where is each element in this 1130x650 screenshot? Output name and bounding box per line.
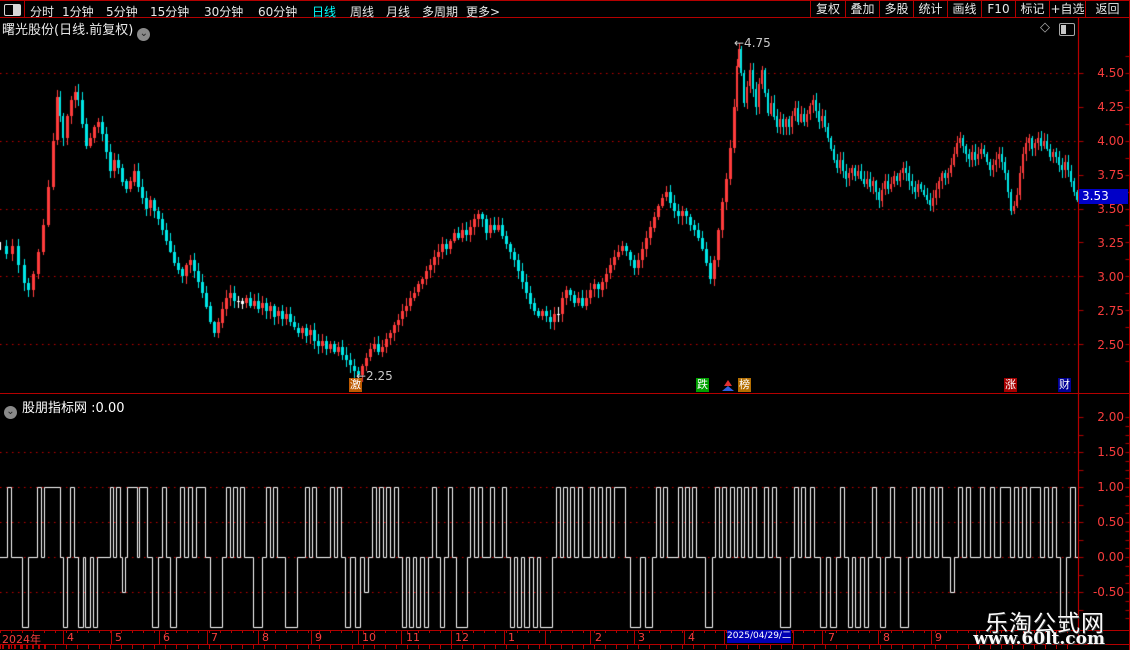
indicator-name: 股朋指标网 xyxy=(22,401,88,416)
layout-toggle-icon[interactable] xyxy=(1059,23,1075,36)
price-axis-label: 4.50 xyxy=(1097,66,1124,80)
price-axis-label: 3.50 xyxy=(1097,202,1124,216)
chevron-down-icon[interactable]: ⌄ xyxy=(137,28,151,41)
indicator-header: ⌄ 股朋指标网 :0.00 xyxy=(4,397,124,419)
button-mark[interactable]: 标记 xyxy=(1015,1,1049,18)
time-axis-label: 12 xyxy=(455,631,469,644)
low-annotation: ←2.25 xyxy=(356,369,393,383)
time-axis-label: 8 xyxy=(883,631,890,644)
diamond-icon[interactable]: ◇ xyxy=(1040,20,1050,35)
tab-60min[interactable]: 60分钟 xyxy=(258,5,298,19)
axis-divider-bottom xyxy=(0,644,1129,645)
time-axis-label: 2024年 xyxy=(2,633,41,646)
time-axis-label: 6 xyxy=(163,631,170,644)
weekly-tick-strip xyxy=(0,630,1078,633)
time-axis-label: 9 xyxy=(935,631,942,644)
time-axis-label: 2 xyxy=(595,631,602,644)
indicator-axis-label: 2.00 xyxy=(1097,410,1124,424)
tab-weekly[interactable]: 周线 xyxy=(350,5,375,19)
button-back[interactable]: 返回 xyxy=(1085,1,1129,18)
price-axis-label: 3.75 xyxy=(1097,168,1124,182)
tab-monthly[interactable]: 月线 xyxy=(386,5,411,19)
last-price-tag: 3.53 xyxy=(1078,189,1128,204)
price-axis-label: 4.00 xyxy=(1097,134,1124,148)
tab-multi-period[interactable]: 多周期 xyxy=(422,5,459,19)
symbol-title-label: 曙光股份(日线.前复权) xyxy=(2,23,134,38)
bottom-tick-strip-left xyxy=(2,645,46,649)
marker-zhang-badge[interactable]: 涨 xyxy=(1004,378,1017,392)
time-axis-label: 5 xyxy=(115,631,122,644)
watermark-site-url: www.60lt.com xyxy=(973,629,1105,649)
bottom-tick-strip xyxy=(0,645,1078,649)
window-split-button[interactable] xyxy=(0,1,25,18)
indicator-axis-label: 0.00 xyxy=(1097,550,1124,564)
button-f10[interactable]: F10 xyxy=(981,1,1015,18)
time-axis-label: 4 xyxy=(67,631,74,644)
axis-vertical-line xyxy=(1078,17,1079,644)
indicator-value: :0.00 xyxy=(91,401,125,416)
tab-1min[interactable]: 1分钟 xyxy=(62,5,94,19)
indicator-axis-label: -0.50 xyxy=(1092,585,1124,599)
price-axis-label: 3.00 xyxy=(1097,270,1124,284)
tab-more[interactable]: 更多> xyxy=(466,5,501,19)
chevron-down-icon[interactable]: ⌄ xyxy=(4,406,17,419)
panel-divider[interactable] xyxy=(0,393,1129,394)
marker-die-badge[interactable]: 跌 xyxy=(696,378,709,392)
tab-5min[interactable]: 5分钟 xyxy=(106,5,138,19)
selected-date-tag: 2025/04/29/二 xyxy=(727,630,791,643)
time-axis-label: 11 xyxy=(406,631,420,644)
button-drawline[interactable]: 画线 xyxy=(947,1,981,18)
tab-15min[interactable]: 15分钟 xyxy=(150,5,190,19)
marker-cai-badge[interactable]: 财 xyxy=(1058,378,1071,392)
button-multistock[interactable]: 多股 xyxy=(879,1,913,18)
button-add-watchlist[interactable]: +自选 xyxy=(1049,1,1085,18)
time-axis-label: 9 xyxy=(315,631,322,644)
candlestick-chart-canvas[interactable] xyxy=(0,17,1129,393)
indicator-axis-label: 1.00 xyxy=(1097,480,1124,494)
time-axis-label: 10 xyxy=(362,631,376,644)
button-overlay[interactable]: 叠加 xyxy=(845,1,879,18)
marker-ji-badge[interactable]: 激 xyxy=(349,378,362,392)
period-toolbar: 分时 1分钟 5分钟 15分钟 30分钟 60分钟 日线 周线 月线 多周期 更… xyxy=(0,0,1129,19)
indicator-axis-label: 0.50 xyxy=(1097,515,1124,529)
tab-fenshi[interactable]: 分时 xyxy=(30,5,55,19)
price-axis-label: 2.75 xyxy=(1097,304,1124,318)
button-stats[interactable]: 统计 xyxy=(913,1,947,18)
time-axis-label: 8 xyxy=(262,631,269,644)
indicator-chart-canvas[interactable] xyxy=(0,393,1129,630)
marker-bang-badge[interactable]: 榜 xyxy=(738,378,751,392)
time-axis-label: 1 xyxy=(508,631,515,644)
tab-30min[interactable]: 30分钟 xyxy=(204,5,244,19)
button-fuquan[interactable]: 复权 xyxy=(810,1,845,18)
time-axis-label: 7 xyxy=(211,631,218,644)
time-axis-label: 7 xyxy=(828,631,835,644)
tab-daily[interactable]: 日线 xyxy=(312,5,337,19)
price-axis-label: 4.25 xyxy=(1097,100,1124,114)
watermark-site-name: 乐淘公式网 xyxy=(985,611,1105,637)
symbol-title: 曙光股份(日线.前复权) ⌄ xyxy=(2,19,151,41)
pyramid-arrow-icon[interactable] xyxy=(722,380,734,391)
window-split-icon xyxy=(4,4,21,16)
high-annotation: ←4.75 xyxy=(734,36,771,50)
indicator-axis-label: 1.50 xyxy=(1097,445,1124,459)
time-axis-label: 4 xyxy=(688,631,695,644)
price-axis-label: 3.25 xyxy=(1097,236,1124,250)
time-axis: 2024年 4 5 6 7 8 9 10 11 12 1 2 3 4 7 8 9 xyxy=(0,630,1129,646)
price-axis-label: 2.50 xyxy=(1097,338,1124,352)
time-axis-label: 3 xyxy=(638,631,645,644)
